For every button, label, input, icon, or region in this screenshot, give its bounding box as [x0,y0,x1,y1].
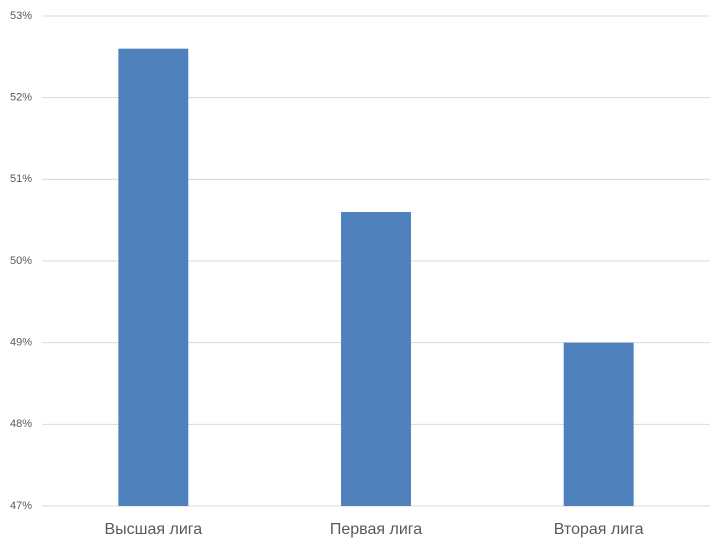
y-tick-label: 47% [10,500,32,512]
y-tick-label: 51% [10,173,32,185]
y-tick-label: 48% [10,418,32,430]
bar [118,48,189,507]
bar [563,342,634,506]
x-tick-label: Первая лига [330,521,422,538]
bar [341,212,411,506]
y-tick-label: 49% [10,337,32,349]
y-tick-label: 52% [10,92,32,104]
x-tick-label: Вторая лига [554,521,644,538]
y-tick-label: 53% [10,10,32,22]
y-tick-label: 50% [10,255,32,267]
x-tick-label: Высшая лига [104,521,202,538]
